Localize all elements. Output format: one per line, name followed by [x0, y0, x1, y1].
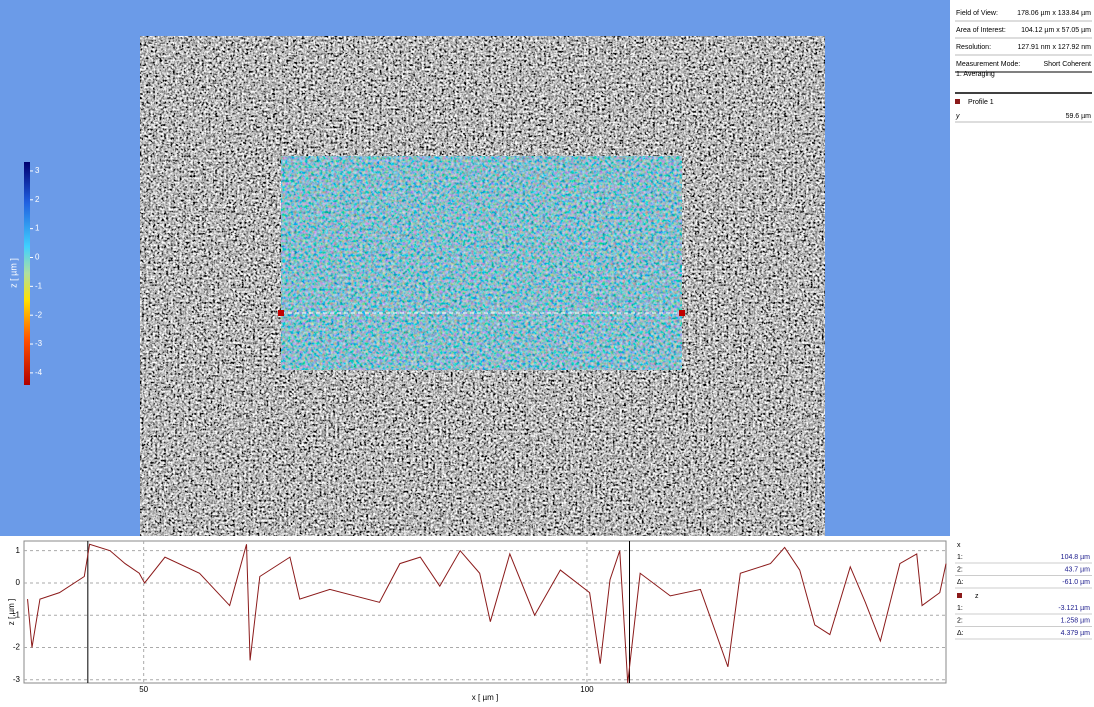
- colorbar-tick-label: -2: [35, 310, 43, 319]
- profile-handle[interactable]: [679, 310, 685, 316]
- x-tick-label: 100: [580, 685, 594, 694]
- info-value: Short Coherent: [1044, 61, 1092, 68]
- colorbar-tick-label: -4: [35, 368, 43, 377]
- readout-value: -3.121 µm: [1058, 605, 1090, 612]
- info-value: 127.91 nm x 127.92 nm: [1017, 44, 1091, 51]
- info-panel: [950, 0, 1094, 702]
- readout-label: 2:: [957, 617, 963, 624]
- profile-swatch: [955, 99, 960, 104]
- readout-label: 2:: [957, 566, 963, 573]
- colorbar-ticks: 3 2 1 0 -1 -2 -3 -4: [30, 166, 43, 377]
- profile-line: [27, 543, 947, 684]
- series-swatch: [957, 593, 962, 598]
- colorbar: [24, 162, 30, 385]
- info-value: 104.12 µm x 57.05 µm: [1021, 27, 1091, 34]
- readout-value: 4.379 µm: [1061, 630, 1090, 637]
- plot-frame: [23, 540, 947, 684]
- x-tick-label: 50: [139, 685, 148, 694]
- info-label: Field of View:: [956, 10, 998, 17]
- area-of-interest[interactable]: [280, 155, 683, 371]
- y-tick-label: 0: [16, 578, 21, 587]
- cursor-readout: x 1: 104.8 µm 2: 43.7 µm Δ: -61.0 µm z 1: -3.121 …: [955, 542, 1092, 640]
- colorbar-tick-label: 3: [35, 166, 40, 175]
- readout-label: 1:: [957, 554, 963, 561]
- y-tick-label: -2: [13, 643, 21, 652]
- readout-label: Δ:: [957, 579, 964, 586]
- readout-value: 1.258 µm: [1061, 617, 1090, 624]
- profile-row-label: y: [955, 113, 960, 120]
- readout-header: x: [957, 542, 961, 549]
- info-rows: Field of View: 178.06 µm x 133.84 µm Area …: [955, 10, 1092, 123]
- colorbar-tick-label: 2: [35, 195, 40, 204]
- readout-label: 1:: [957, 605, 963, 612]
- info-label: Resolution:: [956, 44, 991, 51]
- colorbar-tick-label: -3: [35, 339, 43, 348]
- profile-name: Profile 1: [968, 99, 994, 106]
- profile-handle[interactable]: [278, 310, 284, 316]
- colorbar-tick-label: -1: [35, 281, 43, 290]
- y-tick-label: -3: [13, 675, 21, 684]
- readout-value: -61.0 µm: [1062, 579, 1090, 586]
- profile-panel: [0, 536, 950, 702]
- y-tick-label: -1: [13, 610, 21, 619]
- y-axis-label: z [ µm ]: [7, 599, 16, 625]
- colorbar-tick-label: 0: [35, 253, 40, 262]
- filter-item: 1. Averaging: [956, 71, 995, 78]
- info-value: 178.06 µm x 133.84 µm: [1017, 10, 1091, 17]
- profile-row-value: 59.6 µm: [1066, 113, 1092, 120]
- readout-value: 104.8 µm: [1061, 554, 1090, 561]
- y-tick-label: 1: [16, 546, 21, 555]
- readout-value: 43.7 µm: [1065, 566, 1091, 573]
- colorbar-tick-label: 1: [35, 224, 40, 233]
- colorbar-label: z [ µm ]: [8, 258, 18, 288]
- info-label: Area of Interest:: [956, 27, 1006, 34]
- profile-plot: 1 0 -1 -2 -3 50 100: [13, 541, 947, 694]
- info-label: Measurement Mode:: [956, 61, 1020, 68]
- x-axis-label: x [ µm ]: [472, 693, 498, 702]
- readout-label: Δ:: [957, 630, 964, 637]
- readout-header: z: [975, 593, 979, 600]
